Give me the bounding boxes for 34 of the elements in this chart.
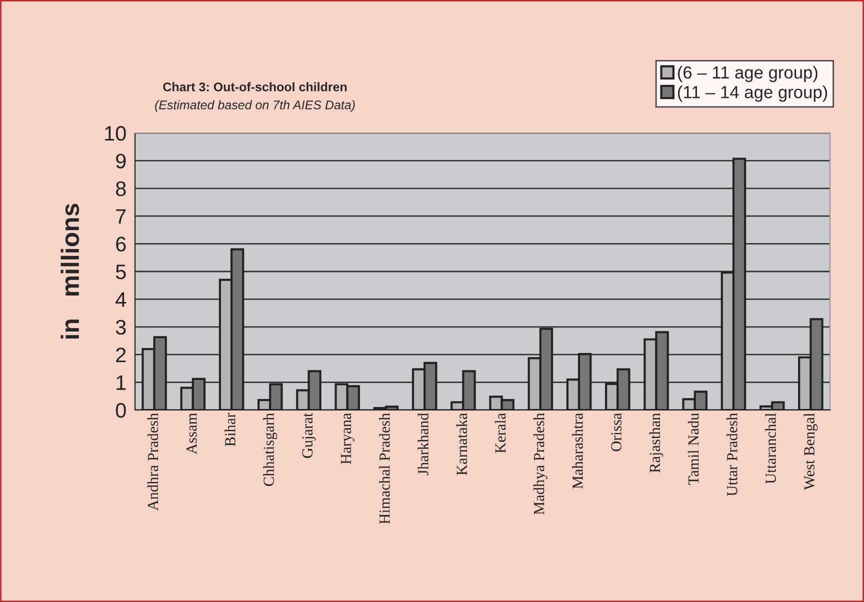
x-tick-label: Madhya Pradesh xyxy=(533,412,548,515)
y-tick-label: 4 xyxy=(116,292,126,307)
y-tick-label: 1 xyxy=(116,376,126,390)
chart-subtitle: (Estimated based on 7th AIES Data) xyxy=(155,100,355,112)
x-tick-label: Gujarat xyxy=(302,412,316,458)
y-tick-label: 0 xyxy=(116,403,126,418)
x-tick-label: Uttar Pradesh xyxy=(726,412,738,496)
y-tick-label: 6 xyxy=(116,236,126,252)
x-tick-label: Chhatisgarh xyxy=(263,412,278,486)
x-tick-label: Andhra Pradesh xyxy=(147,412,158,511)
x-tick-label: Jharkhand xyxy=(418,412,428,476)
chart-title: Chart 3: Out-of-school children xyxy=(163,82,347,92)
x-tick-label: West Bengal xyxy=(804,413,818,490)
y-tick-label: 10 xyxy=(105,126,126,141)
y-tick-label: 9 xyxy=(116,154,126,168)
x-tick-label: Bihar xyxy=(224,412,236,446)
x-tick-label: Haryana xyxy=(340,412,354,464)
x-tick-label: Kerala xyxy=(494,412,506,454)
y-tick-label: 5 xyxy=(116,264,126,280)
y-tick-label: 2 xyxy=(116,348,126,362)
x-tick-label: Rajasthan xyxy=(649,413,664,473)
y-axis-title: in millions xyxy=(60,204,80,339)
x-tick-label: Maharashtra xyxy=(572,412,583,489)
y-tick-label: 7 xyxy=(116,209,126,224)
legend-label: (6 – 11 age group) xyxy=(678,66,818,82)
x-tick-label: Karnataka xyxy=(456,412,468,476)
x-tick-label: Orissa xyxy=(611,412,622,452)
legend-label: (11 – 14 age group) xyxy=(678,86,828,102)
y-tick-label: 3 xyxy=(116,320,126,335)
x-tick-label: Himachal Pradesh xyxy=(379,412,390,524)
x-tick-label: Tamil Nadu xyxy=(688,413,699,485)
x-tick-label: Uttaranchal xyxy=(765,413,776,484)
y-tick-label: 8 xyxy=(116,181,126,196)
x-tick-label: Assam xyxy=(186,413,197,454)
